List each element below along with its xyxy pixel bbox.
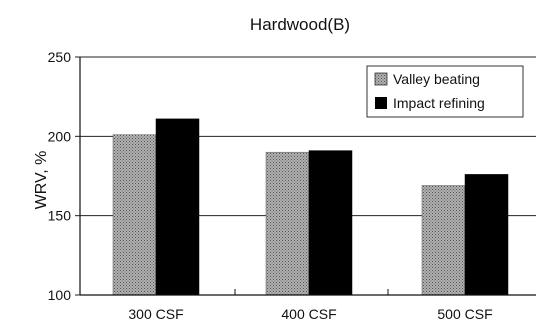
y-tick-label-100: 100 [48, 287, 72, 303]
x-tick-label-500-csf: 500 CSF [437, 306, 492, 322]
legend: Valley beating Impact refining [366, 65, 524, 118]
x-tick-label-300-csf: 300 CSF [128, 306, 183, 322]
legend-label-impact-refining: Impact refining [393, 95, 485, 111]
bar-valley-beating-500-csf [421, 185, 466, 296]
bar-valley-beating-300-csf [112, 134, 157, 296]
x-tick-labels: 300 CSF 400 CSF 500 CSF [128, 306, 492, 322]
y-tick-labels: 100 150 200 250 [48, 49, 72, 303]
bar-impact-refining-400-csf [308, 150, 353, 296]
chart-title: Hardwood(B) [250, 15, 350, 34]
y-tick-label-200: 200 [48, 128, 72, 144]
bar-impact-refining-500-csf [464, 174, 509, 296]
bar-impact-refining-300-csf [155, 118, 200, 296]
legend-swatch-impact-refining [375, 97, 387, 109]
bar-valley-beating-400-csf [265, 151, 310, 296]
y-tick-label-250: 250 [48, 49, 72, 65]
y-tick-label-150: 150 [48, 208, 72, 224]
legend-label-valley-beating: Valley beating [393, 71, 480, 87]
legend-box [366, 65, 524, 118]
legend-swatch-valley-beating [374, 72, 388, 86]
axes [79, 57, 536, 296]
x-tick-label-400-csf: 400 CSF [281, 306, 336, 322]
bars [112, 118, 509, 296]
y-axis-label: WRV, % [33, 151, 50, 210]
